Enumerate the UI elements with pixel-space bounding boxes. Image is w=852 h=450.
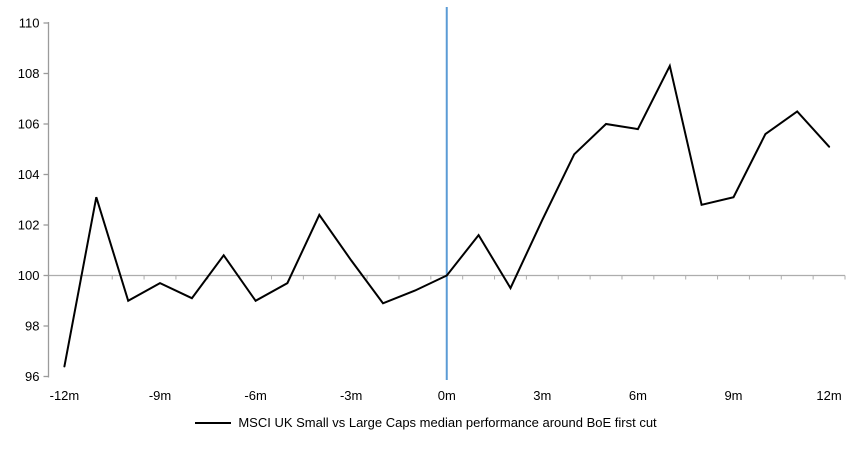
y-axis-label: 106 bbox=[18, 117, 40, 132]
y-axis-label: 104 bbox=[18, 167, 40, 182]
x-axis-label: -12m bbox=[50, 388, 80, 403]
chart-legend: MSCI UK Small vs Large Caps median perfo… bbox=[0, 415, 852, 430]
x-axis-label: 3m bbox=[533, 388, 551, 403]
series-line bbox=[63, 62, 831, 368]
x-axis-label: -9m bbox=[149, 388, 171, 403]
x-axis-label: -3m bbox=[340, 388, 362, 403]
y-axis-label: 100 bbox=[18, 268, 40, 283]
line-chart: 96 98 100 102 104 106 108 110 -12m -9m -6m -3m 0m 3m 6… bbox=[18, 7, 846, 403]
x-axis-label: -6m bbox=[244, 388, 266, 403]
y-axis-label: 98 bbox=[25, 319, 39, 334]
x-axis-label: 12m bbox=[816, 388, 841, 403]
y-axis-label: 102 bbox=[18, 218, 40, 233]
y-axis-label: 108 bbox=[18, 66, 40, 81]
y-axis-label: 110 bbox=[19, 16, 40, 31]
x-axis-label: 0m bbox=[438, 388, 456, 403]
y-axis-label: 96 bbox=[25, 369, 39, 384]
legend-line-sample bbox=[195, 421, 232, 424]
x-axis-label: 9m bbox=[724, 388, 742, 403]
legend-label: MSCI UK Small vs Large Caps median perfo… bbox=[238, 415, 657, 430]
x-axis-label: 6m bbox=[629, 388, 647, 403]
